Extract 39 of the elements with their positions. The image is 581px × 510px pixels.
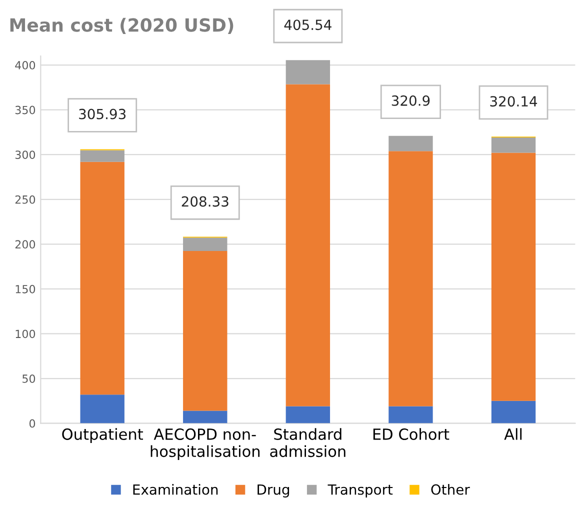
chart-title: Mean cost (2020 USD) xyxy=(10,18,234,34)
bar xyxy=(286,60,330,84)
legend-label: Drug xyxy=(258,484,290,498)
bar xyxy=(183,251,228,411)
bar xyxy=(388,406,433,424)
bar xyxy=(388,151,433,406)
total-label: 320.9 xyxy=(392,95,430,106)
y-tick-label: 350 xyxy=(15,106,36,114)
y-tick-label: 300 xyxy=(15,150,36,159)
total-label: 405.54 xyxy=(284,20,332,30)
x-tick-label: All xyxy=(504,428,522,440)
y-tick-label: 100 xyxy=(16,330,36,338)
y-tick-label: 250 xyxy=(15,195,36,204)
bar xyxy=(388,136,433,152)
bar xyxy=(491,400,536,424)
bar xyxy=(80,394,124,424)
legend-label: Transport xyxy=(328,484,393,498)
total-label: 208.33 xyxy=(182,196,228,207)
y-tick-label: 400 xyxy=(15,61,36,70)
legend-label: Examination xyxy=(133,484,218,495)
bar xyxy=(80,150,124,162)
x-tick-label: Standard admission xyxy=(270,428,346,458)
bar xyxy=(491,137,536,153)
bar xyxy=(183,238,228,252)
total-label: 305.93 xyxy=(79,108,126,120)
y-tick-label: 200 xyxy=(15,240,36,249)
bar xyxy=(491,152,536,401)
x-tick-label: AECOPD non- hospitalisation xyxy=(150,428,260,460)
legend-label: Other xyxy=(431,484,470,495)
bar xyxy=(286,84,330,406)
x-tick-label: ED Cohort xyxy=(373,428,450,440)
x-tick-label: Outpatient xyxy=(62,428,144,443)
bar xyxy=(183,410,228,424)
total-label: 320.14 xyxy=(490,96,538,107)
bar xyxy=(286,406,330,424)
y-tick-label: 50 xyxy=(22,374,36,383)
y-tick-label: 150 xyxy=(16,284,36,294)
bar xyxy=(80,162,124,395)
y-tick-label: 0 xyxy=(29,419,36,428)
